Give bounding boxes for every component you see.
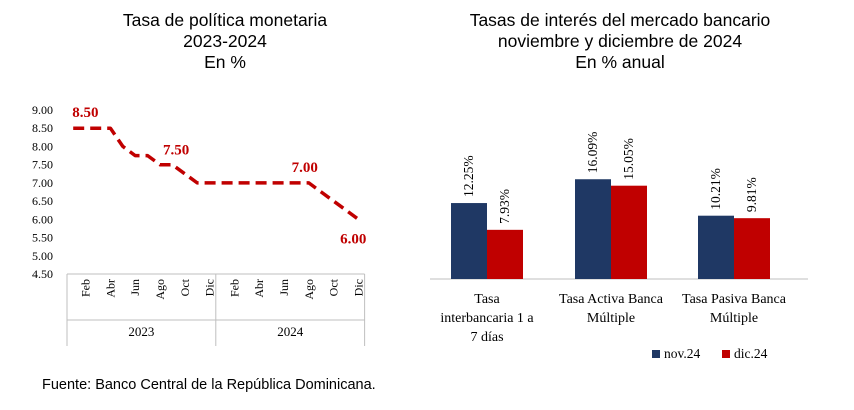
- bar-nov: [575, 179, 611, 279]
- policy-title-line-3: En %: [204, 52, 246, 72]
- y-tick-label: 7.50: [32, 158, 53, 172]
- policy-rate-chart-title: Tasa de política monetaria 2023-2024 En …: [60, 10, 390, 73]
- bar-data-label: 16.09%: [585, 132, 600, 174]
- policy-title-line-1: Tasa de política monetaria: [122, 10, 328, 30]
- legend-label: dic.24: [734, 346, 768, 361]
- bar-dic: [611, 185, 647, 279]
- bar-category-label: Múltiple: [587, 311, 635, 326]
- x-month-label: Dic: [203, 279, 217, 296]
- y-tick-label: 8.50: [32, 121, 53, 135]
- bar-category-label: Tasa Activa Banca: [559, 292, 664, 307]
- policy-rate-data-label: 7.50: [163, 143, 189, 159]
- x-month-label: Dic: [351, 279, 365, 296]
- x-month-label: Jun: [128, 279, 142, 296]
- policy-title-line-2: 2023-2024: [183, 31, 267, 51]
- bar-data-label: 15.05%: [621, 138, 636, 180]
- y-tick-label: 6.50: [32, 194, 53, 208]
- x-month-label: Oct: [178, 278, 192, 296]
- x-month-label: Feb: [79, 279, 93, 297]
- x-month-label: Abr: [103, 279, 117, 298]
- y-tick-label: 5.00: [32, 249, 53, 263]
- y-tick-label: 9.00: [32, 103, 53, 117]
- bar-category-label: 7 días: [470, 330, 503, 345]
- bar-dic: [487, 229, 523, 279]
- y-tick-label: 6.00: [32, 212, 53, 226]
- legend-label: nov.24: [664, 346, 700, 361]
- x-month-label: Ago: [302, 279, 316, 300]
- policy-rate-line: [73, 126, 360, 221]
- market-rates-chart-title: Tasas de interés del mercado bancario no…: [425, 10, 815, 73]
- bar-dic: [734, 218, 770, 279]
- x-month-label: Jun: [277, 279, 291, 296]
- legend-swatch: [652, 350, 660, 358]
- bar-category-label: interbancaria 1 a: [440, 311, 534, 326]
- bar-data-label: 12.25%: [461, 155, 476, 197]
- x-month-label: Feb: [227, 279, 241, 297]
- bar-data-label: 9.81%: [744, 177, 759, 212]
- y-tick-label: 7.00: [32, 176, 53, 190]
- source-note: Fuente: Banco Central de la República Do…: [42, 377, 376, 393]
- x-year-label: 2023: [128, 324, 154, 339]
- bar-category-label: Múltiple: [710, 311, 758, 326]
- market-title-line-2: noviembre y diciembre de 2024: [497, 31, 743, 51]
- policy-rate-data-label: 7.00: [292, 160, 318, 176]
- y-tick-label: 5.50: [32, 231, 53, 245]
- x-month-label: Oct: [327, 278, 341, 296]
- bar-data-label: 7.93%: [497, 189, 512, 224]
- policy-rate-data-label: 6.00: [340, 231, 366, 247]
- policy-rate-data-label: 8.50: [72, 105, 98, 121]
- x-month-label: Ago: [153, 279, 167, 300]
- market-title-line-3: En % anual: [575, 52, 665, 72]
- market-title-line-1: Tasas de interés del mercado bancario: [469, 10, 771, 30]
- bar-nov: [451, 203, 487, 279]
- bar-nov: [698, 215, 734, 279]
- legend-swatch: [722, 350, 730, 358]
- bar-category-label: Tasa: [474, 292, 500, 307]
- y-tick-label: 4.50: [32, 267, 53, 281]
- bar-data-label: 10.21%: [708, 168, 723, 210]
- y-tick-label: 8.00: [32, 139, 53, 153]
- x-year-label: 2024: [277, 324, 304, 339]
- bar-category-label: Tasa Pasiva Banca: [682, 292, 787, 307]
- x-month-label: Abr: [252, 279, 266, 298]
